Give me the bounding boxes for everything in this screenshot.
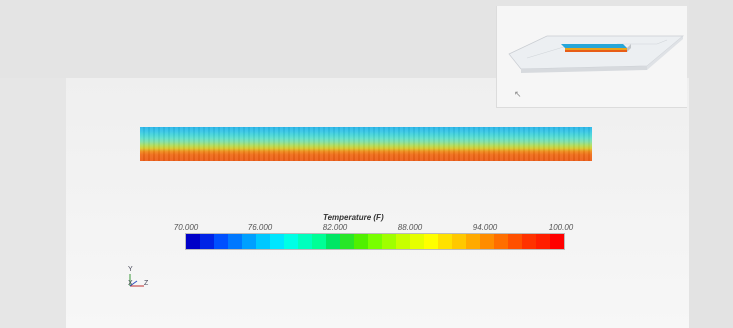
color-bar-segment	[382, 234, 396, 249]
3d-viewport[interactable]	[66, 78, 689, 328]
color-bar-segment	[186, 234, 200, 249]
legend-tick: 82.000	[322, 223, 348, 232]
legend-tick: 70.000	[173, 223, 199, 232]
color-bar-segment	[340, 234, 354, 249]
color-bar-segment	[522, 234, 536, 249]
color-bar-segment	[270, 234, 284, 249]
color-bar-segment	[396, 234, 410, 249]
axis-y-label: Y	[128, 266, 133, 273]
legend-tick: 100.00	[548, 223, 574, 232]
orientation-inset-view[interactable]	[496, 6, 687, 108]
color-bar-segment	[354, 234, 368, 249]
legend-tick: 76.000	[247, 223, 273, 232]
color-bar-segment	[368, 234, 382, 249]
color-bar-segment	[536, 234, 550, 249]
axis-z-label: Z	[144, 280, 149, 287]
color-bar-segment	[438, 234, 452, 249]
color-bar-segment	[214, 234, 228, 249]
color-bar-segment	[256, 234, 270, 249]
color-bar-segment	[550, 234, 564, 249]
color-bar-segment	[312, 234, 326, 249]
right-strip	[689, 0, 733, 328]
color-bar-segment	[424, 234, 438, 249]
color-bar-segment	[284, 234, 298, 249]
legend-tick: 94.000	[472, 223, 498, 232]
mouse-cursor-icon: ↖	[514, 89, 522, 99]
plate-model-preview	[508, 35, 684, 73]
axis-triad-lines	[129, 274, 144, 287]
color-bar-segment	[410, 234, 424, 249]
color-bar-segment	[326, 234, 340, 249]
color-bar-segment	[452, 234, 466, 249]
color-bar-segment	[228, 234, 242, 249]
color-bar-segment	[298, 234, 312, 249]
legend-tick: 88.000	[397, 223, 423, 232]
color-bar-segment	[480, 234, 494, 249]
axis-triad-icon: Y X Z	[124, 266, 152, 294]
temperature-color-bar	[185, 233, 565, 250]
axis-x-label: X	[128, 280, 133, 287]
color-bar-segment	[200, 234, 214, 249]
temperature-contour-plot	[140, 127, 592, 161]
color-bar-segment	[242, 234, 256, 249]
legend-title: Temperature (F)	[323, 213, 384, 222]
color-bar-segment	[466, 234, 480, 249]
color-bar-segment	[494, 234, 508, 249]
color-bar-segment	[508, 234, 522, 249]
